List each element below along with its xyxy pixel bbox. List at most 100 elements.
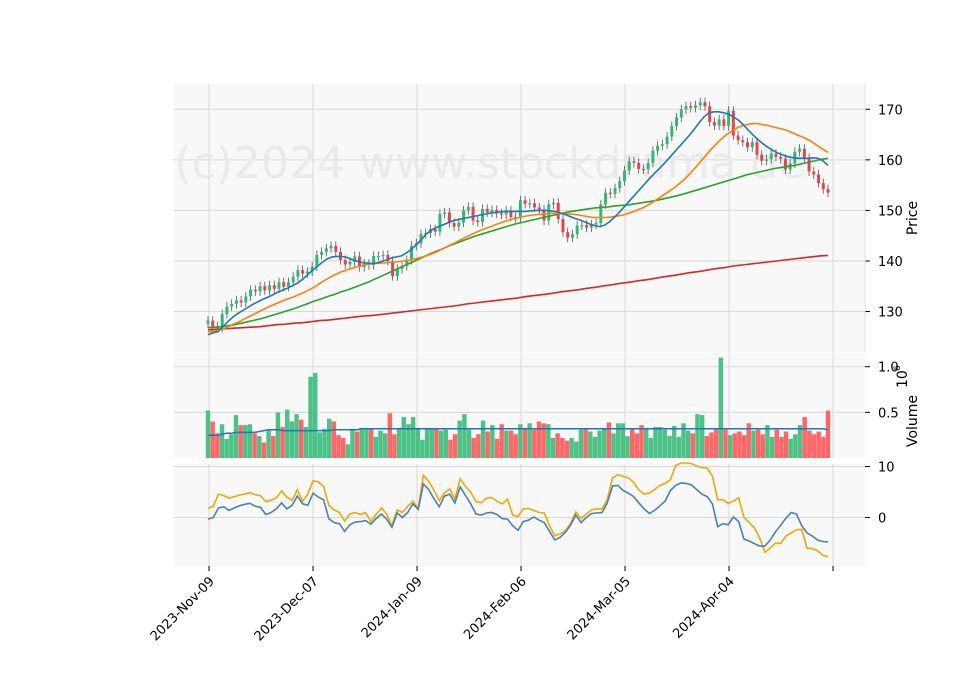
candle-down	[708, 106, 712, 122]
candle-up	[405, 259, 409, 267]
candle-down	[471, 206, 475, 221]
candle-down	[386, 254, 390, 261]
candle-down	[821, 183, 825, 190]
volume-bar-up	[718, 357, 723, 458]
candle-down	[760, 154, 764, 161]
candle-down	[826, 189, 830, 193]
candle-down	[211, 320, 215, 327]
candle-up	[623, 170, 626, 182]
volume-bar-up	[247, 424, 253, 458]
candle-down	[812, 171, 816, 175]
candle-down	[485, 208, 489, 213]
volume-bar-down	[485, 431, 490, 458]
volume-bar-up	[676, 437, 682, 458]
volume-bar-up	[275, 412, 281, 458]
volume-bar-up	[653, 426, 658, 458]
candle-up	[599, 204, 603, 224]
volume-bar-down	[280, 426, 285, 458]
volume-bar-down	[508, 430, 514, 458]
volume-bar-down	[779, 437, 784, 458]
volume-bar-up	[699, 415, 705, 458]
volume-bar-down	[392, 434, 397, 458]
volume-bar-down	[513, 434, 518, 458]
volume-bar-down	[713, 429, 719, 458]
volume-bar-up	[243, 425, 248, 458]
candle-down	[585, 225, 589, 228]
candle-up	[750, 142, 754, 148]
candle-up	[348, 261, 352, 265]
candle-up	[286, 282, 290, 287]
volume-bar-down	[755, 429, 761, 458]
candle-down	[637, 162, 641, 169]
volume-bar-up	[289, 421, 295, 458]
candle-up	[798, 148, 802, 152]
volume-bar-up	[597, 430, 602, 458]
candle-down	[783, 158, 787, 170]
y-tick-label: 0	[878, 512, 886, 527]
candle-down	[447, 212, 451, 224]
moving-average-lines	[207, 111, 829, 336]
volume-bar-down	[825, 410, 831, 458]
volume-bar-up	[765, 425, 770, 458]
volume-bar-down	[448, 439, 453, 458]
volume-bar-down	[709, 432, 714, 458]
candle-down	[689, 106, 693, 108]
candle-down	[556, 202, 560, 220]
volume-bar-up	[671, 426, 677, 458]
candle-up	[329, 245, 333, 249]
candle-up	[220, 314, 224, 328]
candle-down	[641, 168, 645, 171]
volume-bar-down	[783, 431, 789, 458]
candle-down	[774, 153, 778, 157]
candle-down	[807, 157, 811, 172]
oscillator-y-tick-labels: 0 10	[865, 461, 895, 527]
candle-up	[769, 153, 773, 160]
candle-up	[504, 210, 508, 215]
volume-bar-up	[224, 438, 229, 458]
candle-up	[438, 213, 442, 232]
volume-bar-up	[438, 430, 444, 458]
volume-bar-down	[555, 433, 560, 458]
candle-down	[542, 209, 546, 221]
candle-up	[627, 161, 631, 171]
candle-up	[765, 159, 768, 161]
volume-bar-down	[821, 437, 826, 458]
volume-bar-down	[639, 425, 644, 458]
volume-bar-down	[494, 438, 500, 458]
volume-bar-up	[518, 424, 523, 458]
volume-bar-up	[490, 425, 495, 458]
volume-bar-down	[560, 437, 565, 458]
volume-scale-exponent: 6	[893, 365, 903, 371]
candle-up	[580, 225, 584, 227]
candle-up	[249, 289, 253, 297]
candle-down	[632, 161, 636, 163]
volume-bar-down	[741, 435, 747, 458]
candle-up	[400, 266, 404, 270]
candle-down	[433, 229, 437, 232]
volume-bar-down	[606, 422, 612, 458]
volume-bar-down	[583, 428, 588, 458]
volume-bar-up	[550, 437, 556, 458]
volume-bar-down	[564, 440, 570, 458]
candle-down	[731, 110, 735, 136]
candle-up	[552, 202, 555, 205]
candle-up	[320, 251, 324, 255]
volume-bar-up	[611, 433, 616, 458]
candle-up	[277, 282, 281, 289]
volume-bar-down	[760, 434, 765, 458]
candle-up	[305, 271, 309, 274]
candle-down	[523, 200, 527, 204]
candle-down	[239, 300, 243, 303]
volume-bar-down	[746, 423, 751, 458]
candle-up	[381, 254, 385, 257]
candle-down	[817, 174, 821, 184]
volume-bar-down	[774, 429, 779, 458]
volume-bar-down	[271, 436, 276, 458]
volume-bar-up	[219, 424, 225, 458]
candle-up	[296, 270, 300, 277]
oscillator-signal-line	[207, 462, 829, 558]
candle-down	[499, 213, 503, 215]
candle-up	[457, 222, 461, 227]
volume-bar-up	[462, 414, 467, 458]
